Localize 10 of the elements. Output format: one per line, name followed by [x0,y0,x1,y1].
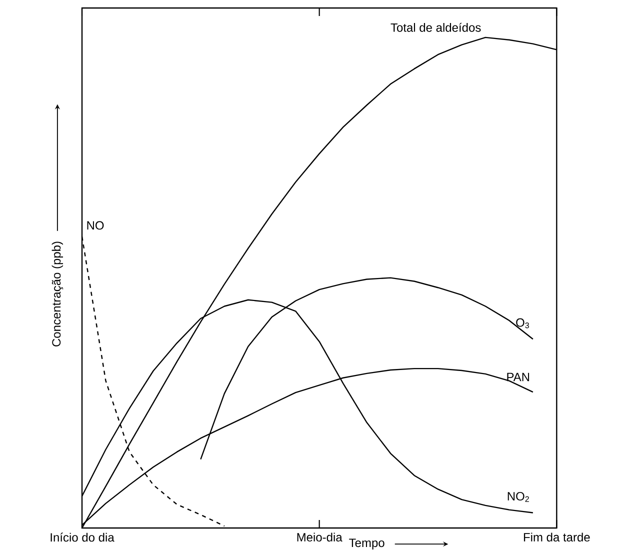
series-label: O$_{3}$ [516,318,529,328]
series-label: NO [87,221,104,230]
series-label: PAN [507,372,530,382]
x-axis-title: Tempo [349,538,384,550]
x-tick-label: Meio-dia [297,532,342,542]
x-tick-label: Fim da tarde [524,532,590,542]
x-tick-label: Início do dia [50,532,114,542]
series-label: NO$_{2}$ [508,492,529,502]
series-label: Total de aldeídos [390,22,481,32]
y-axis-title: Concentração (ppb) [52,242,64,346]
